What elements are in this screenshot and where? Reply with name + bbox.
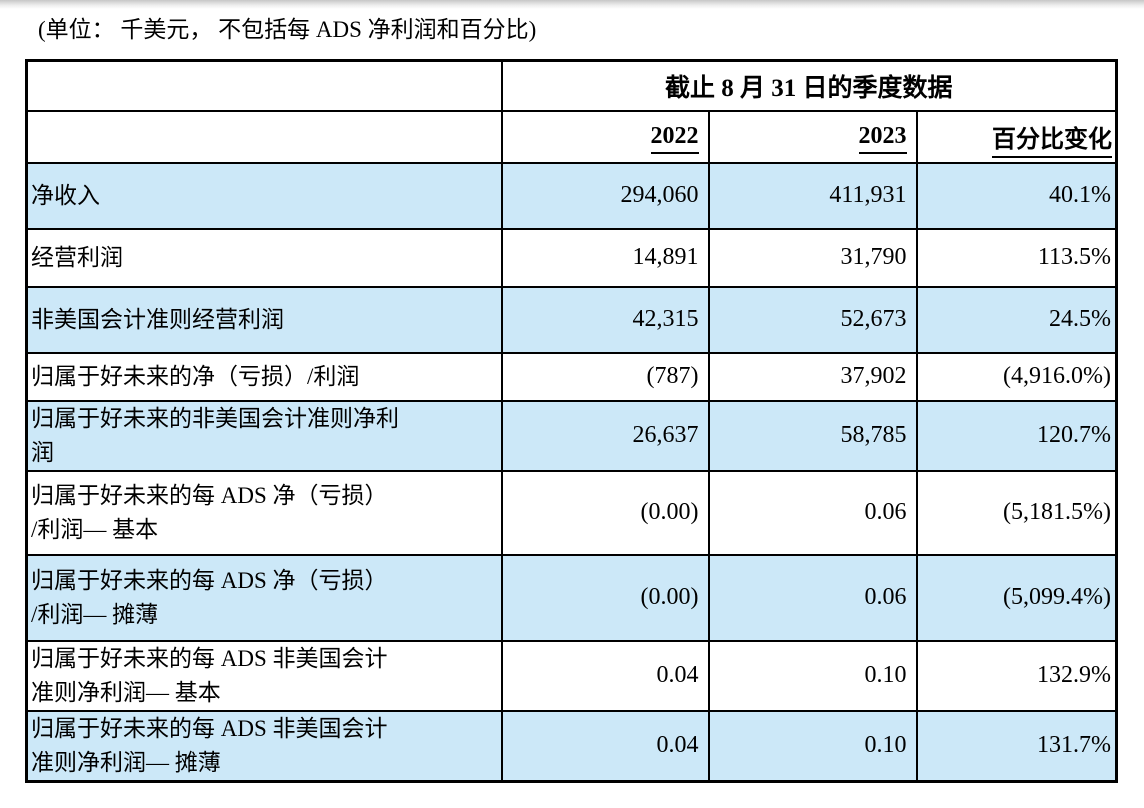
- value-2022: 294,060: [500, 161, 710, 230]
- column-header-2023: 2023: [707, 109, 918, 164]
- table-row: 归属于好未来的每 ADS 非美国会计 准则净利润— 基本 0.04 0.10 1…: [25, 639, 1118, 712]
- table-row: 归属于好未来的每 ADS 非美国会计 准则净利润— 摊薄 0.04 0.10 1…: [25, 709, 1118, 782]
- value-2022: 14,891: [500, 227, 710, 288]
- row-label: 净收入: [25, 161, 503, 230]
- value-2023: 37,902: [707, 351, 918, 402]
- value-2023: 58,785: [707, 399, 918, 472]
- value-pct-change: 113.5%: [915, 227, 1118, 288]
- header-columns-row: 2022 2023 百分比变化: [25, 109, 1118, 164]
- value-pct-change: 40.1%: [915, 161, 1118, 230]
- empty-corner-cell: [25, 59, 503, 112]
- value-2022: 0.04: [500, 639, 710, 712]
- row-label: 经营利润: [25, 227, 503, 288]
- value-pct-change: 24.5%: [915, 285, 1118, 354]
- value-2022: 42,315: [500, 285, 710, 354]
- row-label: 归属于好未来的非美国会计准则净利 润: [25, 399, 503, 472]
- value-2022: (787): [500, 351, 710, 402]
- value-2022: 26,637: [500, 399, 710, 472]
- column-header-2022: 2022: [500, 109, 710, 164]
- value-pct-change: (5,181.5%): [915, 469, 1118, 556]
- value-2023: 52,673: [707, 285, 918, 354]
- value-2023: 0.06: [707, 553, 918, 642]
- value-2023: 0.10: [707, 709, 918, 782]
- row-label: 归属于好未来的净（亏损）/利润: [25, 351, 503, 402]
- window-top-edge: [0, 0, 1144, 9]
- row-label: 归属于好未来的每 ADS 净（亏损） /利润— 摊薄: [25, 553, 503, 642]
- table-row: 非美国会计准则经营利润 42,315 52,673 24.5%: [25, 285, 1118, 354]
- value-pct-change: 132.9%: [915, 639, 1118, 712]
- row-label: 归属于好未来的每 ADS 非美国会计 准则净利润— 摊薄: [25, 709, 503, 782]
- table-unit-caption: (单位： 千美元， 不包括每 ADS 净利润和百分比): [38, 17, 537, 42]
- quarterly-financial-table: 截止 8 月 31 日的季度数据 2022 2023 百分比变化 净收入 294…: [25, 59, 1118, 783]
- table-row: 归属于好未来的每 ADS 净（亏损） /利润— 摊薄 (0.00) 0.06 (…: [25, 553, 1118, 642]
- value-2022: (0.00): [500, 553, 710, 642]
- table-row: 归属于好未来的净（亏损）/利润 (787) 37,902 (4,916.0%): [25, 351, 1118, 402]
- value-2022: 0.04: [500, 709, 710, 782]
- row-label: 归属于好未来的每 ADS 净（亏损） /利润— 基本: [25, 469, 503, 556]
- row-label: 非美国会计准则经营利润: [25, 285, 503, 354]
- value-2023: 0.06: [707, 469, 918, 556]
- table-row: 归属于好未来的每 ADS 净（亏损） /利润— 基本 (0.00) 0.06 (…: [25, 469, 1118, 556]
- table-row: 归属于好未来的非美国会计准则净利 润 26,637 58,785 120.7%: [25, 399, 1118, 472]
- value-pct-change: 131.7%: [915, 709, 1118, 782]
- period-span-header: 截止 8 月 31 日的季度数据: [500, 59, 1118, 112]
- value-2022: (0.00): [500, 469, 710, 556]
- value-pct-change: (4,916.0%): [915, 351, 1118, 402]
- row-label: 归属于好未来的每 ADS 非美国会计 准则净利润— 基本: [25, 639, 503, 712]
- value-2023: 31,790: [707, 227, 918, 288]
- table-row: 净收入 294,060 411,931 40.1%: [25, 161, 1118, 230]
- column-header-pct-change: 百分比变化: [915, 109, 1118, 164]
- value-2023: 0.10: [707, 639, 918, 712]
- value-pct-change: (5,099.4%): [915, 553, 1118, 642]
- empty-label-header-cell: [25, 109, 503, 164]
- table-row: 经营利润 14,891 31,790 113.5%: [25, 227, 1118, 288]
- value-2023: 411,931: [707, 161, 918, 230]
- value-pct-change: 120.7%: [915, 399, 1118, 472]
- header-span-row: 截止 8 月 31 日的季度数据: [25, 59, 1118, 112]
